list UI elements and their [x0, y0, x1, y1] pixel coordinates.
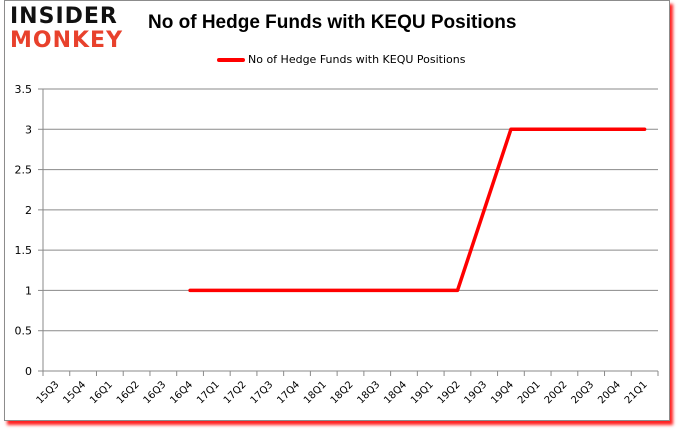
y-tick-label: 1 — [25, 284, 32, 297]
y-tick-label: 2.5 — [15, 164, 33, 177]
x-tick-label: 18Q3 — [356, 379, 383, 406]
x-tick-label: 17Q2 — [222, 379, 249, 406]
chart-frame — [4, 0, 670, 421]
x-tick-label: 19Q4 — [489, 379, 516, 406]
x-tick-label: 20Q1 — [516, 379, 543, 406]
y-tick-label: 1.5 — [15, 244, 33, 257]
insider-monkey-logo: INSIDER MONKEY — [10, 4, 130, 54]
x-tick-label: 20Q4 — [596, 379, 623, 406]
x-tick-label: 17Q4 — [275, 379, 302, 406]
chart-legend: No of Hedge Funds with KEQU Positions — [217, 53, 465, 66]
x-tick-label: 16Q1 — [88, 379, 115, 406]
x-tick-label: 17Q3 — [249, 379, 276, 406]
x-tick-label: 15Q3 — [35, 379, 62, 406]
x-tick-label: 19Q3 — [462, 379, 489, 406]
y-tick-label: 0 — [25, 365, 32, 378]
logo-line-2: MONKEY — [10, 28, 124, 53]
x-tick-label: 16Q2 — [115, 379, 142, 406]
logo-line-1: INSIDER — [10, 4, 118, 29]
y-tick-label: 3 — [25, 123, 32, 136]
x-tick-label: 21Q1 — [623, 379, 650, 406]
x-tick-label: 20Q3 — [569, 379, 596, 406]
y-tick-label: 3.5 — [15, 83, 33, 96]
x-tick-label: 20Q2 — [543, 379, 570, 406]
chart-title: No of Hedge Funds with KEQU Positions — [148, 12, 517, 33]
x-tick-label: 19Q1 — [409, 379, 436, 406]
x-tick-label: 16Q4 — [168, 379, 195, 406]
x-tick-label: 17Q1 — [195, 379, 222, 406]
series-line — [188, 127, 647, 293]
y-tick-label: 2 — [25, 204, 32, 217]
x-tick-label: 15Q4 — [61, 379, 88, 406]
x-tick-label: 18Q2 — [329, 379, 356, 406]
x-tick-label: 19Q2 — [436, 379, 463, 406]
x-tick-label: 18Q1 — [302, 379, 329, 406]
x-tick-label: 18Q4 — [382, 379, 409, 406]
x-tick-label: 16Q3 — [142, 379, 169, 406]
y-tick-label: 0.5 — [15, 325, 33, 338]
legend-line-swatch-icon — [217, 57, 245, 62]
legend-label: No of Hedge Funds with KEQU Positions — [248, 53, 466, 66]
